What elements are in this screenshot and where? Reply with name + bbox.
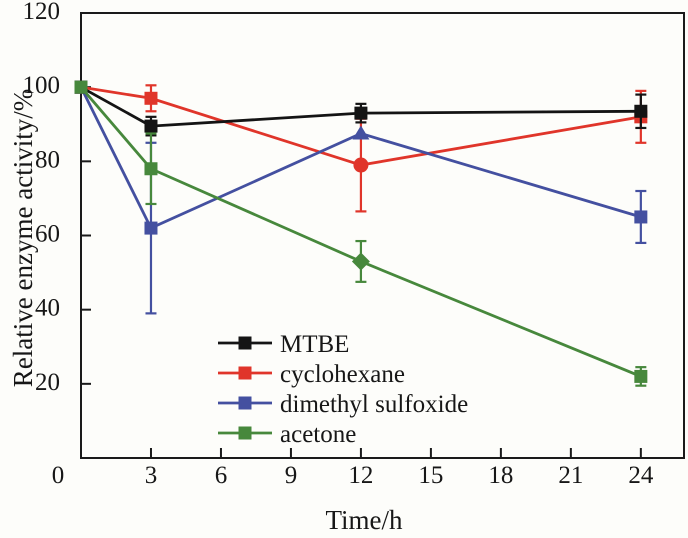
legend-label: MTBE — [280, 331, 349, 358]
x-tick-label: 24 — [628, 462, 654, 489]
x-tick-label: 12 — [348, 462, 373, 489]
y-tick-label: 20 — [35, 369, 60, 396]
y-axis-title: Relative enzyme activity/% — [8, 89, 38, 387]
data-point-marker — [354, 106, 368, 120]
x-tick-label: 15 — [418, 462, 443, 489]
series-line-acetone — [79, 86, 642, 378]
y-tick-label: 100 — [23, 72, 61, 99]
data-point-marker — [352, 125, 370, 140]
data-point-marker — [634, 369, 648, 383]
y-tick-label: 120 — [23, 0, 61, 25]
legend-marker — [238, 366, 252, 380]
series-line-cyclohexane — [80, 85, 642, 167]
y-tick-label: 60 — [35, 221, 60, 248]
x-tick-label: 18 — [488, 462, 513, 489]
legend-marker — [238, 336, 252, 350]
data-point-marker — [144, 162, 158, 176]
legend-marker — [238, 396, 252, 410]
legend-label: cyclohexane — [280, 361, 405, 388]
legend-label: acetone — [280, 421, 356, 448]
series-line-dimethyl-sulfoxide — [79, 86, 642, 230]
x-axis-title: Time/h — [325, 505, 403, 535]
x-tick-label: 9 — [285, 462, 298, 489]
data-point-marker — [634, 210, 648, 224]
plot-border — [80, 12, 685, 459]
data-point-marker — [351, 252, 370, 271]
x-tick-label: 0 — [52, 462, 65, 489]
x-tick-label: 6 — [215, 462, 228, 489]
legend-label: dimethyl sulfoxide — [280, 391, 468, 418]
data-point-marker — [144, 119, 158, 133]
legend-marker — [238, 426, 252, 440]
y-tick-label: 80 — [35, 146, 60, 173]
series-line-MTBE — [80, 85, 641, 128]
data-point-marker — [353, 157, 369, 173]
data-point-marker — [144, 221, 158, 235]
data-point-marker — [144, 91, 158, 105]
data-point-marker — [634, 104, 648, 118]
x-tick-label: 3 — [145, 462, 158, 489]
x-tick-label: 21 — [558, 462, 583, 489]
data-point-marker — [74, 80, 88, 94]
y-tick-label: 40 — [35, 295, 60, 322]
